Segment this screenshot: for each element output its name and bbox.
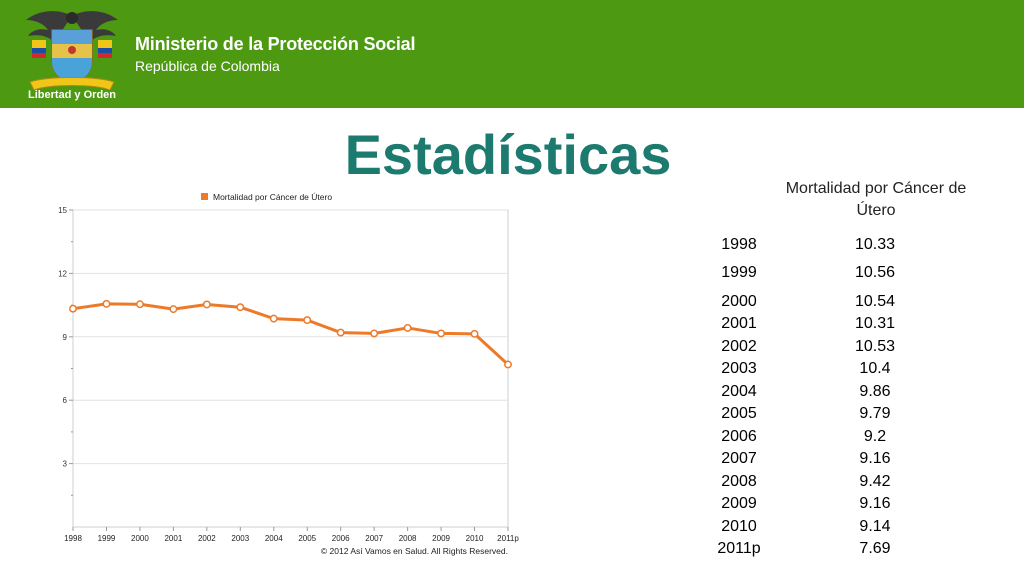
table-row: 2000 10.54 (700, 293, 1000, 315)
table-year: 2010 (721, 518, 757, 535)
data-point (236, 303, 245, 312)
y-tick-label: 12 (58, 269, 67, 278)
data-point (202, 300, 211, 309)
data-point (403, 323, 412, 332)
x-tick-label: 2002 (198, 534, 216, 543)
table-value: 9.2 (863, 428, 887, 445)
table-year: 1998 (721, 236, 757, 253)
legend-swatch (201, 193, 208, 200)
table-row: 2007 9.16 (700, 450, 1000, 472)
series-line (72, 302, 510, 366)
table-row: 2011p 7.69 (700, 540, 1000, 562)
table-value: 10.53 (854, 338, 896, 355)
mortality-line-chart: 3 6 9 12 15 1998 1999 2000 2001 2002 2003 2004 2005 2… (58, 192, 519, 556)
table-value: 7.69 (859, 540, 891, 557)
data-point (102, 299, 111, 308)
legend-label: Mortalidad por Cáncer de Útero (213, 192, 332, 202)
x-tick-label: 2001 (164, 534, 182, 543)
table-year: 2004 (721, 383, 757, 400)
table-row: 1999 10.56 (700, 264, 1000, 286)
table-year: 2002 (721, 338, 757, 355)
table-value: 10.33 (854, 236, 896, 253)
x-tick-label: 1998 (64, 534, 82, 543)
table-row: 2010 9.14 (700, 518, 1000, 540)
table-column-header: Mortalidad por Cáncer de Útero (785, 180, 967, 219)
table-row: 2006 9.2 (700, 428, 1000, 450)
x-tick-label: 2003 (231, 534, 249, 543)
data-point (169, 305, 178, 314)
table-year: 2000 (721, 293, 757, 310)
table-year: 2006 (721, 428, 757, 445)
data-point (504, 360, 512, 369)
data-point (269, 314, 278, 323)
table-value: 9.14 (859, 518, 891, 535)
data-point (135, 300, 144, 309)
table-row: 2008 9.42 (700, 473, 1000, 495)
table-year: 1999 (721, 264, 757, 281)
data-point (336, 328, 345, 337)
page-title: Estadísticas (344, 123, 672, 186)
table-value: 9.16 (859, 450, 891, 467)
table-year: 2009 (721, 495, 757, 512)
table-value: 10.56 (854, 264, 896, 281)
table-year: 2003 (721, 360, 757, 377)
table-value: 10.31 (854, 315, 896, 332)
table-year: 2008 (721, 473, 757, 490)
republic-name: República de Colombia (135, 58, 280, 74)
table-row: 2009 9.16 (700, 495, 1000, 517)
ministry-name: Ministerio de la Protección Social (135, 34, 416, 54)
table-value: 9.86 (859, 383, 891, 400)
table-value: 9.79 (859, 405, 891, 422)
y-tick-label: 15 (58, 206, 67, 215)
coat-of-arms-logo: Libertad y Orden (26, 11, 118, 101)
table-year: 2005 (721, 405, 757, 422)
chart-credit: © 2012 Así Vamos en Salud. All Rights Re… (321, 546, 508, 556)
x-tick-label: 2010 (466, 534, 484, 543)
y-tick-label: 3 (63, 460, 68, 469)
table-row: 2003 10.4 (700, 360, 1000, 382)
data-point (69, 304, 77, 313)
y-tick-label: 6 (63, 396, 68, 405)
table-value: 9.42 (859, 473, 891, 490)
table-value: 9.16 (859, 495, 891, 512)
table-year: 2011p (717, 540, 761, 557)
header-bar: Libertad y Orden Ministerio de la Protec… (0, 0, 1024, 108)
x-tick-label: 1999 (98, 534, 116, 543)
logo-motto: Libertad y Orden (28, 89, 116, 101)
table-value: 10.54 (854, 293, 896, 310)
table-row: 2005 9.79 (700, 405, 1000, 427)
plot-area (72, 209, 509, 528)
x-tick-label: 2008 (399, 534, 417, 543)
x-tick-label: 2011p (497, 534, 519, 543)
data-point (470, 329, 479, 338)
data-point (437, 329, 446, 338)
table-row: 2001 10.31 (700, 315, 1000, 337)
table-year: 2001 (721, 315, 757, 332)
table-row: 2002 10.53 (700, 338, 1000, 360)
x-tick-label: 2007 (365, 534, 383, 543)
table-year: 2007 (721, 450, 757, 467)
table-row: 2004 9.86 (700, 383, 1000, 405)
data-point (303, 316, 312, 325)
x-tick-label: 2009 (432, 534, 450, 543)
y-tick-label: 9 (63, 333, 68, 342)
x-tick-label: 2006 (332, 534, 350, 543)
data-point (370, 329, 379, 338)
table-row: 1998 10.33 (700, 236, 1000, 258)
table-value: 10.4 (859, 360, 891, 377)
x-tick-label: 2005 (298, 534, 316, 543)
x-tick-label: 2000 (131, 534, 149, 543)
x-tick-label: 2004 (265, 534, 283, 543)
